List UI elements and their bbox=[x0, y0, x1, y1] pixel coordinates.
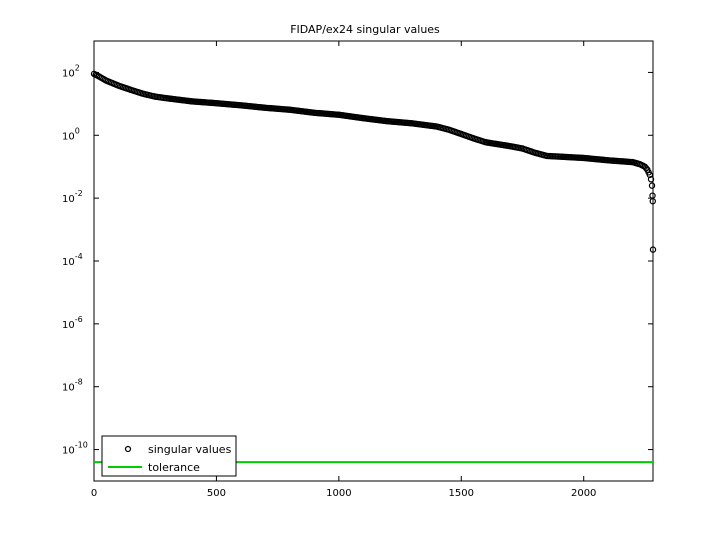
x-tick-label: 2000 bbox=[571, 488, 596, 499]
legend-marker-singular-values bbox=[124, 445, 132, 453]
y-tick-label: 102 bbox=[62, 63, 80, 79]
x-tick-label: 1500 bbox=[449, 488, 474, 499]
x-tick-label: 0 bbox=[91, 488, 97, 499]
y-tick-label: 10-4 bbox=[62, 252, 83, 268]
data-point bbox=[648, 182, 656, 189]
legend: singular values tolerance bbox=[101, 435, 237, 477]
y-tick-label: 10-2 bbox=[62, 189, 83, 205]
data-point bbox=[649, 246, 657, 253]
x-tick-label: 1000 bbox=[326, 488, 351, 499]
data-marks bbox=[90, 70, 657, 464]
legend-box bbox=[101, 435, 237, 477]
y-tick-label-exponent: -8 bbox=[75, 378, 83, 387]
y-tick-label-base: 10 bbox=[62, 446, 75, 457]
y-tick-label-base: 10 bbox=[62, 320, 75, 331]
y-tick-label-base: 10 bbox=[62, 68, 75, 79]
x-tick-label: 500 bbox=[207, 488, 226, 499]
chart-title: FIDAP/ex24 singular values bbox=[290, 23, 440, 36]
y-tick-label: 100 bbox=[62, 126, 80, 142]
y-tick-label-exponent: -4 bbox=[75, 252, 83, 261]
legend-label-singular-values: singular values bbox=[148, 443, 232, 456]
y-tick-label: 10-6 bbox=[62, 315, 83, 331]
y-tick-label-exponent: 2 bbox=[75, 63, 80, 72]
data-point bbox=[647, 176, 655, 183]
y-tick-label-exponent: -2 bbox=[75, 189, 83, 198]
y-tick-label-base: 10 bbox=[62, 257, 75, 268]
legend-label-tolerance: tolerance bbox=[148, 461, 200, 474]
y-tick-label: 10-10 bbox=[62, 441, 88, 457]
y-tick-label-base: 10 bbox=[62, 194, 75, 205]
y-tick-label-base: 10 bbox=[62, 131, 75, 142]
y-tick-label-exponent: -10 bbox=[75, 441, 88, 450]
y-tick-label: 10-8 bbox=[62, 378, 83, 394]
y-tick-label-exponent: -6 bbox=[75, 315, 83, 324]
y-tick-label-base: 10 bbox=[62, 383, 75, 394]
data-point bbox=[649, 197, 656, 205]
y-tick-label-exponent: 0 bbox=[75, 126, 80, 135]
